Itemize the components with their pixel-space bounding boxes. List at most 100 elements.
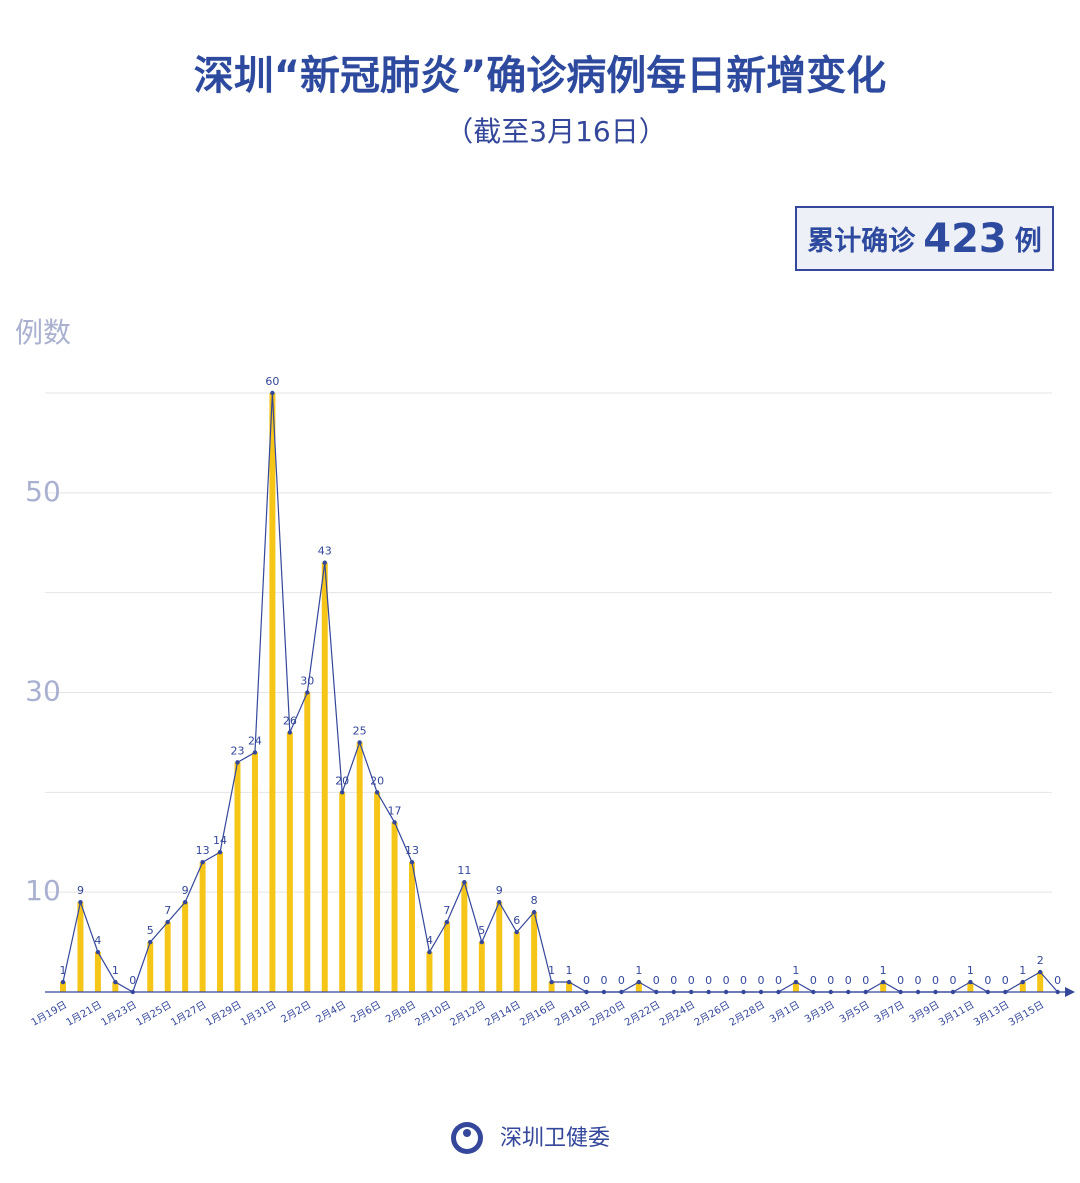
value-label: 17 (388, 804, 402, 817)
bar (461, 882, 468, 992)
value-label: 1 (967, 964, 974, 977)
value-label: 0 (827, 974, 834, 987)
bar (531, 912, 538, 992)
point (235, 760, 240, 765)
x-tick-label: 2月6日 (349, 999, 383, 1026)
point (601, 989, 607, 995)
point (758, 989, 764, 995)
value-label: 23 (231, 744, 245, 757)
value-label: 5 (147, 924, 154, 937)
value-label: 4 (94, 934, 101, 947)
point (60, 979, 66, 985)
value-label: 26 (283, 714, 297, 727)
x-tick-label: 1月31日 (239, 999, 279, 1029)
point (1055, 989, 1060, 995)
bar (304, 692, 311, 992)
x-tick-label: 3月9日 (907, 999, 941, 1026)
value-label: 7 (443, 904, 450, 917)
value-label: 2 (1037, 954, 1044, 967)
bar (391, 822, 398, 992)
value-label: 0 (129, 974, 136, 987)
bar (199, 862, 206, 992)
x-tick-label: 1月29日 (204, 999, 244, 1029)
value-label: 43 (318, 545, 332, 558)
value-label: 60 (265, 375, 279, 388)
x-tick-label: 1月25日 (134, 999, 174, 1029)
point (566, 979, 572, 985)
point (793, 979, 799, 985)
point (584, 989, 589, 995)
total-unit: 例 (1014, 226, 1042, 257)
line (62, 392, 1059, 993)
point (549, 979, 554, 985)
bar (513, 932, 520, 992)
value-label: 0 (984, 974, 991, 987)
value-label: 0 (583, 974, 590, 987)
x-tick-label: 3月7日 (872, 999, 906, 1026)
x-tick-label: 3月1日 (768, 999, 802, 1026)
x-tick-label: 3月3日 (802, 999, 836, 1026)
point (915, 989, 921, 995)
bar (94, 952, 101, 992)
value-label: 0 (1002, 974, 1009, 987)
x-tick-label: 3月13日 (971, 999, 1011, 1029)
point (671, 989, 676, 995)
logo-dot (463, 1129, 471, 1137)
point (357, 740, 362, 745)
x-tick-label: 1月21日 (64, 999, 104, 1029)
value-label: 0 (897, 974, 904, 987)
x-tick-label: 3月11日 (937, 999, 977, 1029)
point (706, 989, 711, 995)
point (95, 949, 101, 955)
point (968, 979, 973, 985)
point (427, 949, 432, 955)
bar (321, 562, 328, 992)
point (340, 790, 345, 795)
chart-title: 深圳“新冠肺炎”确诊病例每日新增变化 (194, 53, 887, 99)
value-label: 11 (457, 864, 471, 877)
value-label: 0 (775, 974, 782, 987)
point (863, 989, 868, 995)
x-tick-label: 1月19日 (29, 999, 69, 1029)
x-tick-label: 2月2日 (279, 999, 313, 1026)
x-tick-label: 2月18日 (553, 999, 593, 1029)
value-label: 1 (792, 964, 799, 977)
value-label: 0 (862, 974, 869, 987)
point (130, 989, 135, 995)
point (217, 850, 223, 855)
point (636, 979, 642, 985)
point (252, 750, 258, 755)
value-label: 0 (845, 974, 852, 987)
value-label: 5 (478, 924, 485, 937)
bar (478, 942, 485, 992)
value-label: 1 (880, 964, 887, 977)
point (723, 989, 729, 995)
value-label: 0 (670, 974, 677, 987)
bar (339, 792, 346, 992)
bar (164, 922, 171, 992)
value-label: 0 (915, 974, 922, 987)
x-tick-label: 2月26日 (692, 999, 732, 1029)
x-tick-label: 2月4日 (314, 999, 348, 1026)
point (846, 989, 851, 995)
point (985, 989, 991, 995)
value-label: 0 (1054, 974, 1061, 987)
bar (112, 982, 119, 992)
value-label: 20 (370, 774, 384, 787)
point (479, 939, 484, 945)
x-tick-label: 2月24日 (657, 999, 697, 1029)
bar (548, 982, 555, 992)
value-label: 1 (112, 964, 119, 977)
point (497, 899, 502, 905)
value-label: 0 (600, 974, 607, 987)
value-label: 1 (1019, 964, 1026, 977)
value-label: 9 (496, 884, 503, 897)
value-label: 0 (688, 974, 695, 987)
point (322, 560, 327, 565)
bar (147, 942, 154, 992)
bar (182, 902, 189, 992)
bar (566, 982, 573, 992)
value-label: 7 (164, 904, 171, 917)
point (462, 879, 467, 885)
point (776, 989, 781, 995)
